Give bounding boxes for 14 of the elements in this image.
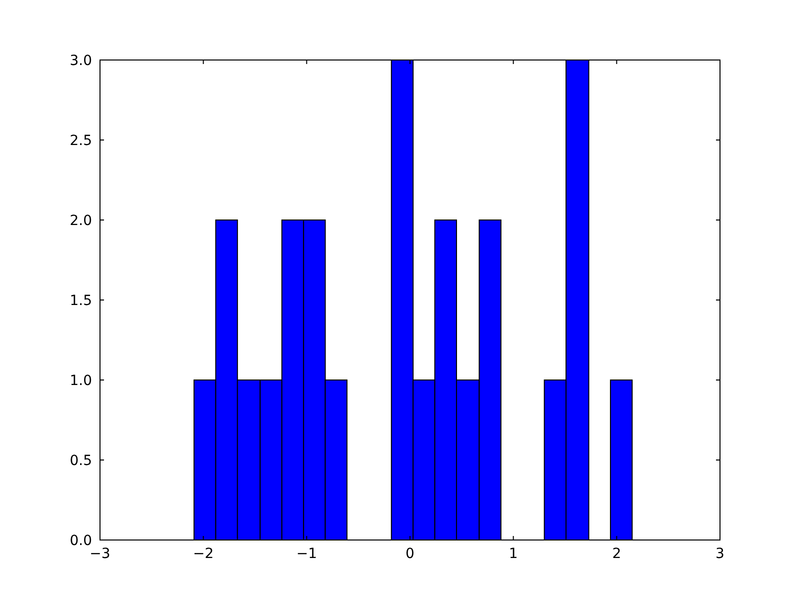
y-tick-label: 2.0 (70, 212, 92, 229)
x-tick-label: 3 (716, 546, 724, 562)
y-tick-label: 0.5 (70, 452, 92, 469)
x-tick-label: 2 (612, 546, 622, 562)
y-tick-label: 1.0 (70, 372, 92, 389)
y-tick-label: 1.5 (70, 292, 92, 309)
x-tick-label: −3 (90, 546, 110, 562)
x-tick-label: 1 (508, 546, 518, 562)
y-tick-label: 2.5 (70, 132, 92, 149)
y-tick-label: 3.0 (70, 52, 92, 69)
x-tick-label: −1 (296, 546, 317, 562)
x-tick-label: −2 (193, 546, 214, 562)
x-tick-label: 0 (406, 546, 414, 562)
y-tick-label: 0.0 (70, 532, 92, 549)
